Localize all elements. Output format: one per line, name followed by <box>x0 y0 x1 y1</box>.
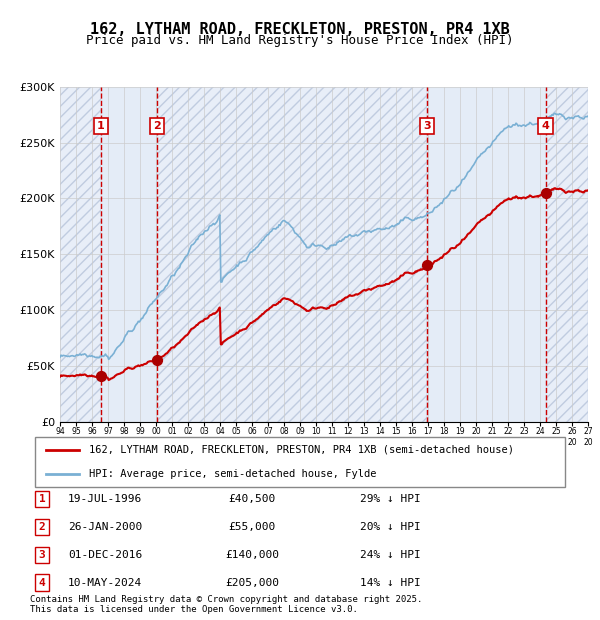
Text: 4: 4 <box>542 121 550 131</box>
FancyBboxPatch shape <box>35 436 565 487</box>
Text: £140,000: £140,000 <box>225 550 279 560</box>
Text: 2: 2 <box>38 522 46 532</box>
Text: 1: 1 <box>97 121 104 131</box>
Text: 1: 1 <box>38 494 46 504</box>
Text: 24% ↓ HPI: 24% ↓ HPI <box>359 550 421 560</box>
Bar <box>60 87 101 422</box>
Text: 3: 3 <box>423 121 431 131</box>
Text: Contains HM Land Registry data © Crown copyright and database right 2025.: Contains HM Land Registry data © Crown c… <box>30 595 422 604</box>
Text: Price paid vs. HM Land Registry's House Price Index (HPI): Price paid vs. HM Land Registry's House … <box>86 34 514 47</box>
Text: 162, LYTHAM ROAD, FRECKLETON, PRESTON, PR4 1XB: 162, LYTHAM ROAD, FRECKLETON, PRESTON, P… <box>90 22 510 37</box>
Text: 20% ↓ HPI: 20% ↓ HPI <box>359 522 421 532</box>
Text: £40,500: £40,500 <box>229 494 275 504</box>
Bar <box>546 87 588 422</box>
Text: £55,000: £55,000 <box>229 522 275 532</box>
Text: 162, LYTHAM ROAD, FRECKLETON, PRESTON, PR4 1XB (semi-detached house): 162, LYTHAM ROAD, FRECKLETON, PRESTON, P… <box>89 445 514 454</box>
Point <box>422 260 431 270</box>
Bar <box>157 87 427 422</box>
Bar <box>60 87 101 422</box>
Point <box>152 355 162 365</box>
Text: 10-MAY-2024: 10-MAY-2024 <box>68 578 142 588</box>
Point <box>541 188 551 198</box>
Bar <box>157 87 427 422</box>
Text: 4: 4 <box>38 578 46 588</box>
Bar <box>427 87 546 422</box>
Text: 01-DEC-2016: 01-DEC-2016 <box>68 550 142 560</box>
Bar <box>101 87 157 422</box>
Text: 2: 2 <box>153 121 161 131</box>
Text: 26-JAN-2000: 26-JAN-2000 <box>68 522 142 532</box>
Text: This data is licensed under the Open Government Licence v3.0.: This data is licensed under the Open Gov… <box>30 604 358 614</box>
Text: 14% ↓ HPI: 14% ↓ HPI <box>359 578 421 588</box>
Bar <box>546 87 588 422</box>
Text: 3: 3 <box>38 550 46 560</box>
Text: £205,000: £205,000 <box>225 578 279 588</box>
Text: HPI: Average price, semi-detached house, Fylde: HPI: Average price, semi-detached house,… <box>89 469 377 479</box>
Text: 19-JUL-1996: 19-JUL-1996 <box>68 494 142 504</box>
Point <box>96 371 106 381</box>
Text: 29% ↓ HPI: 29% ↓ HPI <box>359 494 421 504</box>
